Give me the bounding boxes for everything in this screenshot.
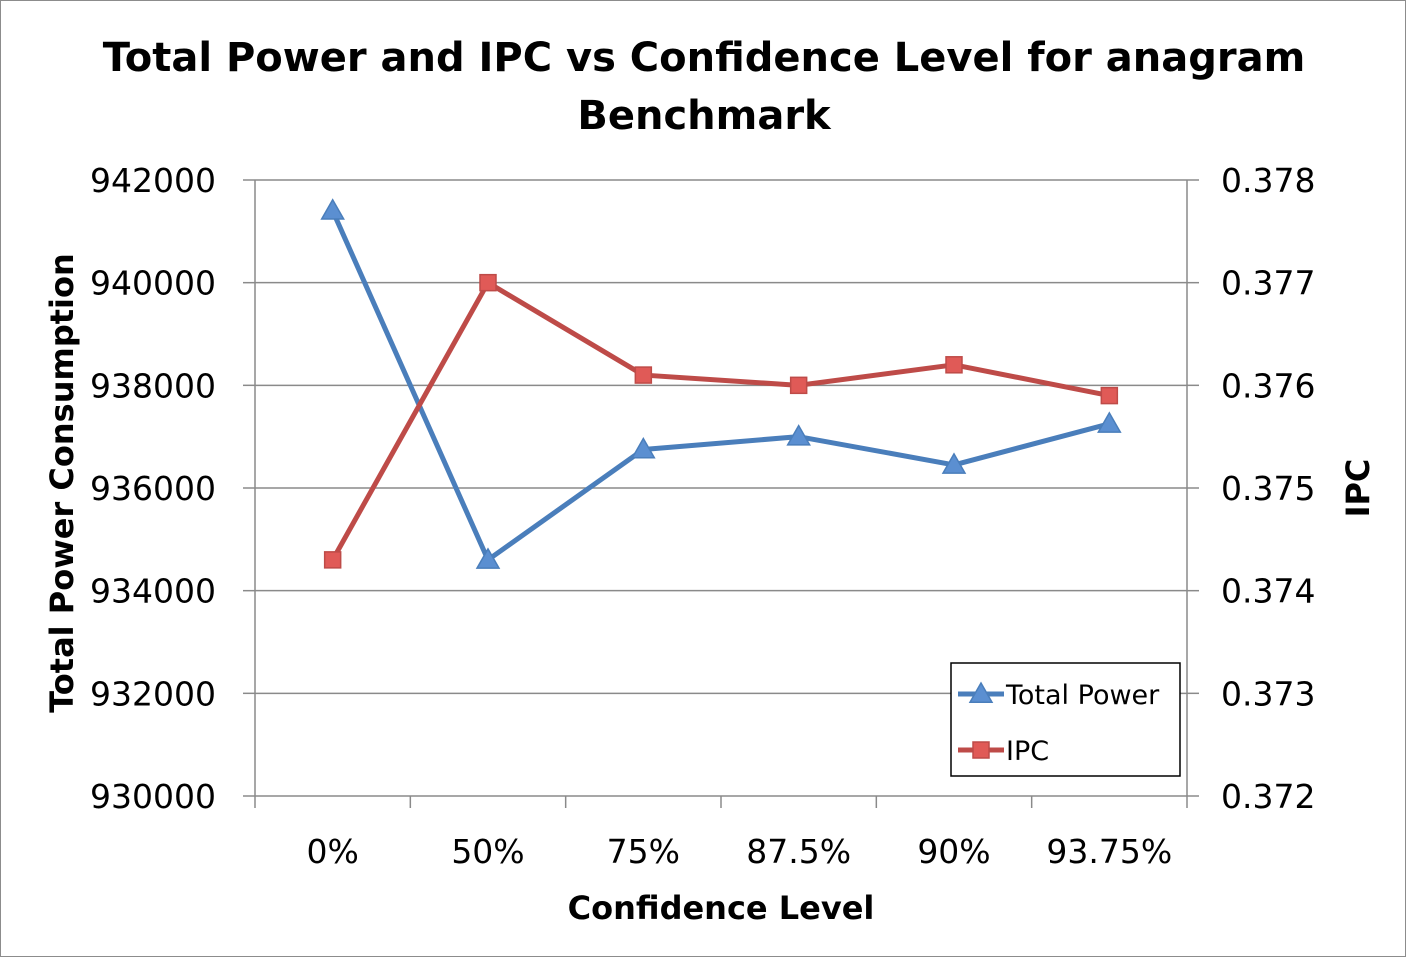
left-tick-label: 940000	[90, 264, 216, 303]
data-point	[323, 551, 342, 569]
right-tick-label: 0.374	[1221, 572, 1315, 611]
left-tick-label: 942000	[90, 161, 216, 200]
data-point	[1097, 411, 1122, 433]
data-point	[786, 424, 811, 446]
right-axis-tick-labels: 0.378 0.377 0.376 0.375 0.374 0.373 0.372	[1221, 161, 1315, 816]
legend: Total Power IPC	[950, 662, 1181, 777]
data-point	[479, 273, 497, 292]
data-point	[320, 198, 345, 220]
right-tick-label: 0.373	[1221, 674, 1315, 713]
series-line	[330, 280, 1110, 562]
data-point	[941, 452, 967, 474]
x-axis-title: Confidence Level	[568, 889, 875, 927]
legend-marker	[972, 741, 990, 759]
left-tick-label: 938000	[90, 366, 216, 405]
left-axis-tick-labels: 942000 940000 938000 936000 934000 932000 9300…	[90, 161, 216, 816]
series-line	[330, 209, 1110, 563]
gridlines	[255, 179, 1187, 695]
right-tick-label: 0.376	[1221, 366, 1315, 405]
legend-item: Total Power	[958, 680, 1160, 711]
right-tick-label: 0.378	[1221, 161, 1315, 200]
x-tick-label: 50%	[451, 832, 524, 871]
left-tick-label: 934000	[90, 572, 216, 611]
data-point	[634, 366, 653, 384]
axes	[243, 179, 1199, 808]
series-total-power	[320, 198, 1122, 569]
chart-title-line: Benchmark	[577, 93, 832, 139]
data-point	[945, 356, 963, 374]
data-point	[631, 436, 656, 459]
legend-marker	[968, 681, 994, 703]
x-tick-label: 87.5%	[746, 832, 851, 871]
data-point	[475, 547, 501, 569]
series	[320, 198, 1122, 569]
left-axis-title: Total Power Consumption	[43, 253, 81, 713]
data-point	[1100, 386, 1119, 405]
chart-title: Total Power and IPC vs Confidence Level …	[103, 35, 1306, 139]
x-axis-tick-labels: 0% 50% 75% 87.5% 90% 93.75%	[306, 832, 1172, 871]
legend-label: IPC	[1006, 736, 1049, 767]
left-tick-label: 936000	[90, 469, 216, 508]
legend-item: IPC	[958, 736, 1049, 767]
x-tick-label: 90%	[917, 832, 990, 871]
legend-label: Total Power	[1005, 680, 1160, 711]
right-tick-label: 0.372	[1221, 777, 1315, 816]
left-tick-label: 932000	[90, 674, 216, 713]
x-tick-label: 0%	[306, 832, 358, 871]
x-tick-label: 75%	[607, 832, 680, 871]
right-axis-title: IPC	[1339, 459, 1377, 518]
right-tick-label: 0.377	[1221, 264, 1315, 303]
left-tick-label: 930000	[90, 777, 216, 816]
data-point	[789, 376, 808, 395]
series-ipc	[323, 273, 1119, 569]
right-tick-label: 0.375	[1221, 469, 1315, 508]
chart-title-line: Total Power and IPC vs Confidence Level …	[103, 35, 1306, 81]
x-tick-label: 93.75%	[1046, 832, 1172, 871]
